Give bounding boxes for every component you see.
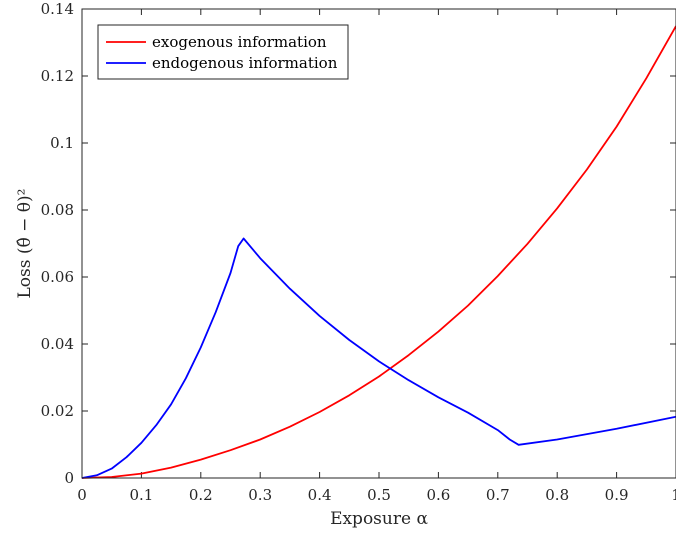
x-tick-label: 0.1 bbox=[129, 486, 153, 504]
x-tick-label: 1 bbox=[671, 486, 676, 504]
x-tick-label: 0.2 bbox=[189, 486, 213, 504]
y-tick-label: 0.06 bbox=[41, 268, 74, 286]
y-tick-label: 0.12 bbox=[41, 67, 74, 85]
legend-box bbox=[97, 24, 349, 80]
legend: exogenous information endogenous informa… bbox=[97, 24, 349, 80]
y-tick-label: 0.1 bbox=[50, 134, 74, 152]
x-axis-label: Exposure α bbox=[330, 509, 428, 529]
tick-layer: 0 0.1 0.2 0.3 0.4 0.5 0.6 0.7 0.8 0.9 1 0 0.02 0.04 0.… bbox=[41, 0, 676, 504]
series-line-exogenous bbox=[81, 25, 676, 479]
y-tick-label: 0.04 bbox=[41, 335, 74, 353]
y-tick-label: 0.02 bbox=[41, 402, 74, 420]
x-tick-label: 0 bbox=[77, 486, 87, 504]
series-line-endogenous bbox=[81, 237, 676, 479]
plot-frame bbox=[81, 8, 676, 479]
x-tick-label: 0.6 bbox=[426, 486, 450, 504]
x-tick-label: 0.9 bbox=[605, 486, 629, 504]
y-tick-label: 0.14 bbox=[41, 0, 74, 18]
legend-label-endogenous: endogenous information bbox=[152, 54, 338, 72]
y-tick-label: 0.08 bbox=[41, 201, 74, 219]
x-tick-label: 0.3 bbox=[248, 486, 272, 504]
y-axis-label: Loss (θ̂ − θ)² bbox=[15, 189, 35, 299]
y-tick-label: 0 bbox=[64, 469, 74, 487]
x-tick-label: 0.4 bbox=[308, 486, 332, 504]
x-tick-label: 0.8 bbox=[545, 486, 569, 504]
series-layer bbox=[81, 25, 676, 479]
x-tick-label: 0.5 bbox=[367, 486, 391, 504]
x-tick-label: 0.7 bbox=[486, 486, 510, 504]
legend-label-exogenous: exogenous information bbox=[152, 33, 327, 51]
